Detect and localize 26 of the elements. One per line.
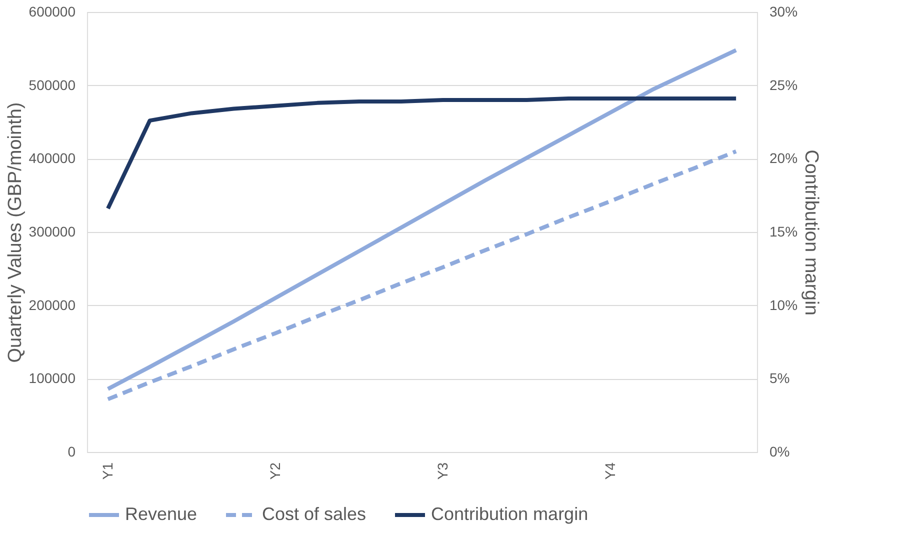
legend-label: Cost of sales (262, 504, 366, 524)
y2-tick-label: 25% (770, 76, 798, 93)
line-series (106, 96, 738, 211)
y2-tick-label: 15% (770, 224, 798, 240)
y-tick-label: 100000 (28, 370, 76, 386)
y2-tick-label: 5% (770, 370, 790, 386)
line-series (106, 149, 738, 402)
line-series (106, 48, 738, 391)
y-tick-label: 600000 (28, 4, 76, 20)
y-tick-label: 400000 (28, 150, 76, 166)
y-axis-title: Quarterly Values (GBP/mointh) (4, 102, 26, 363)
legend-label: Revenue (125, 504, 198, 524)
y2-tick-label: 10% (770, 296, 798, 313)
x-tick-label: Y3 (434, 462, 450, 480)
y-tick-label: 0 (68, 444, 76, 460)
y2-tick-label: 20% (770, 150, 798, 166)
y2-axis-title: Contribution margin (800, 150, 822, 316)
y-tick-label: 300000 (28, 224, 76, 240)
y2-tick-label: 30% (770, 4, 798, 20)
x-tick-label: Y2 (266, 462, 283, 480)
y-tick-label: 500000 (28, 76, 76, 93)
y-tick-label: 200000 (28, 296, 76, 313)
x-tick-label: Y4 (602, 462, 618, 480)
legend-label: Contribution margin (431, 504, 588, 524)
y2-tick-label: 0% (770, 444, 790, 460)
x-tick-label: Y1 (99, 462, 116, 480)
